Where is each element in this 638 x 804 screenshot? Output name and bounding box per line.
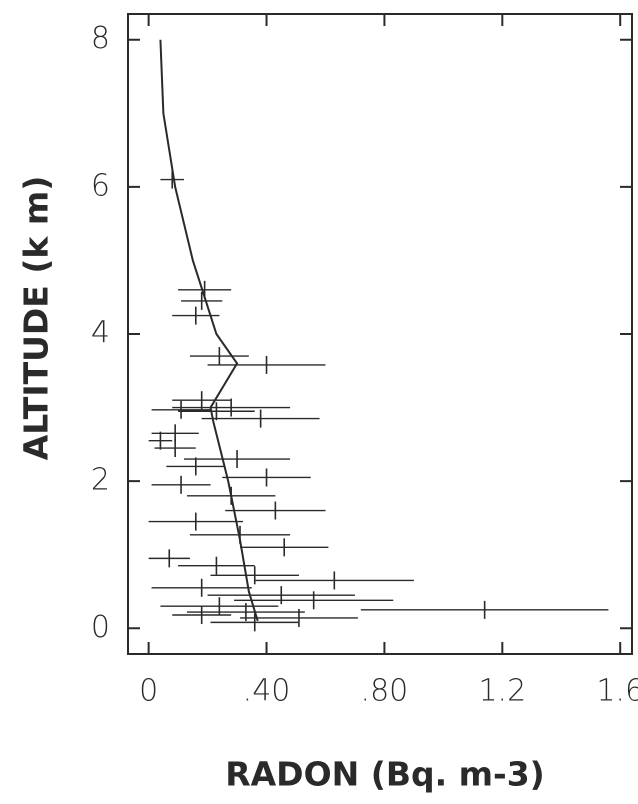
y-tick-label: 0: [91, 610, 110, 645]
plot-frame: [127, 13, 633, 655]
y-tick-label: 2: [91, 463, 110, 498]
x-tick-label: 0: [139, 674, 158, 709]
y-axis-label: ALTITUDE (k m): [17, 176, 56, 461]
y-tick-label: 4: [91, 316, 110, 351]
x-axis-label: RADON (Bq. m-3): [225, 755, 545, 794]
y-tick-label: 8: [91, 21, 110, 56]
profile-line: [159, 39, 259, 622]
x-tick-label: .80: [361, 674, 409, 709]
x-tick-label: .40: [243, 674, 291, 709]
x-tick-label: 1.6: [596, 674, 638, 709]
x-tick-label: 1.2: [478, 674, 526, 709]
y-tick-label: 6: [91, 168, 110, 203]
